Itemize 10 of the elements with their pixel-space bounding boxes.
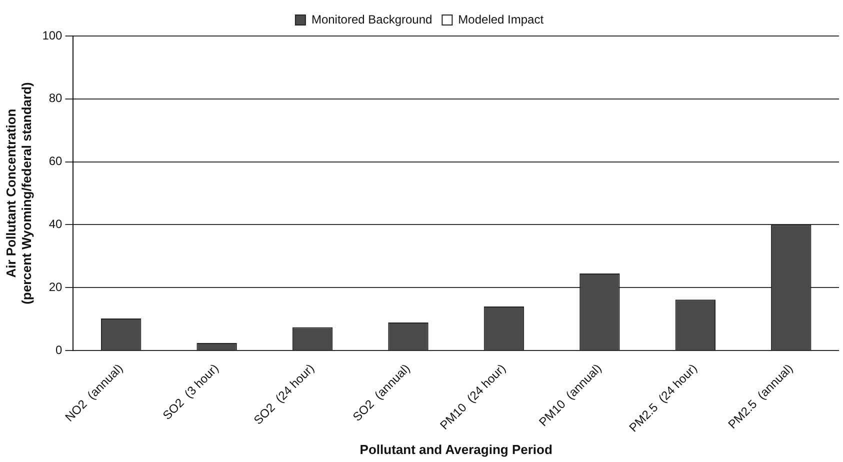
legend-label: Modeled Impact [458,12,544,26]
x-axis-title: Pollutant and Averaging Period [360,442,552,457]
y-tick-label: 60 [48,154,63,168]
y-tick-label: 20 [48,280,63,294]
y-axis-title: Air Pollutant Concentration (percent Wyoming/federal standard) [3,82,34,304]
y-tick-label: 40 [48,217,63,232]
legend-label: Monitored Background [311,12,432,26]
y-tick-label: 100 [42,28,63,42]
y-tick-label: 0 [56,342,63,357]
y-tick-label: 80 [48,91,63,106]
